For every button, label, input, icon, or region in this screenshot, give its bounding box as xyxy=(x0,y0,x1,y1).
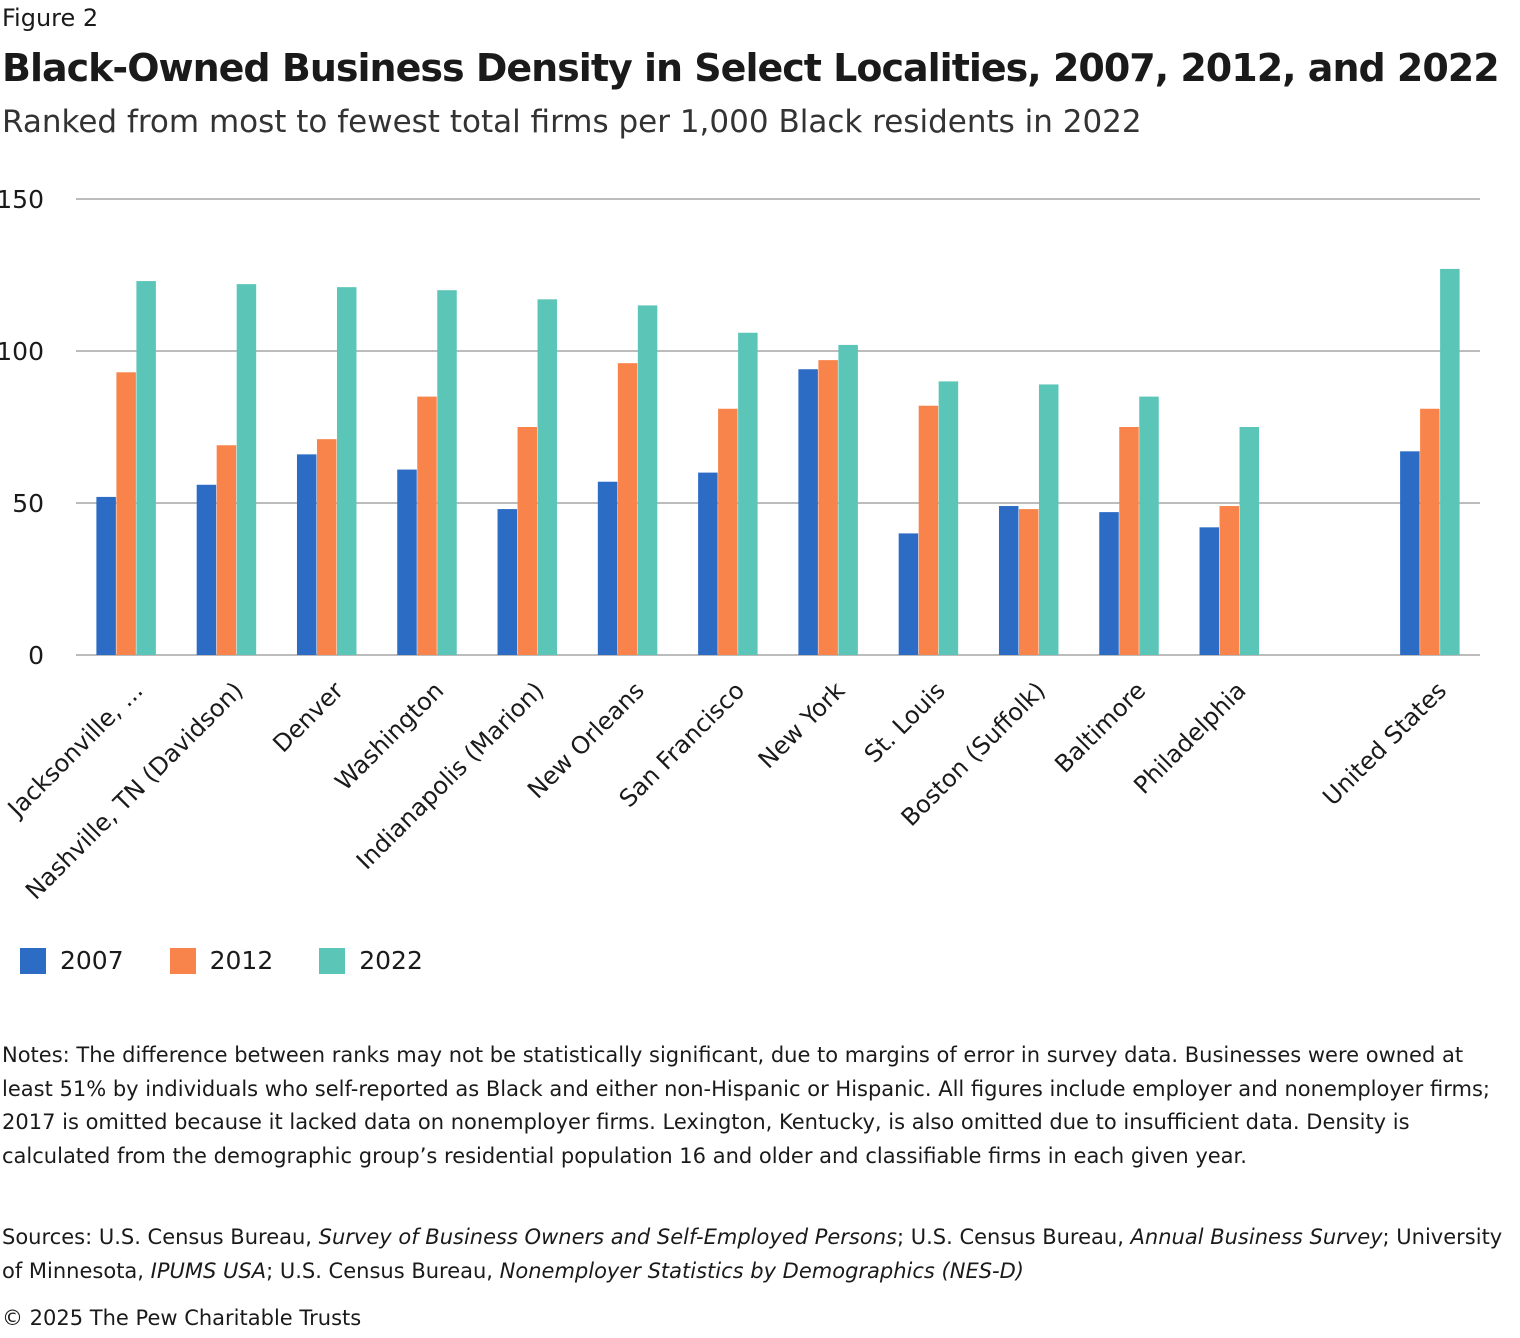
legend-item-2022: 2022 xyxy=(319,946,423,975)
sources-nes-d: Nonemployer Statistics by Demographics (… xyxy=(499,1258,1024,1283)
bar-2022 xyxy=(738,332,758,655)
bar-2007 xyxy=(196,484,217,655)
x-tick-label: United States xyxy=(1317,676,1452,811)
bar-2022 xyxy=(1139,396,1159,655)
bar-2012 xyxy=(316,439,337,655)
sources-separator: ; U.S. Census Bureau, xyxy=(266,1258,500,1283)
bar-2022 xyxy=(838,344,858,655)
bar-2012 xyxy=(1219,506,1240,655)
y-tick-label: 50 xyxy=(12,489,44,518)
bar-2022 xyxy=(1038,384,1059,655)
x-tick-label: Indianapolis (Marion) xyxy=(351,676,550,875)
copyright: © 2025 The Pew Charitable Trusts xyxy=(2,1306,362,1330)
bar-2007 xyxy=(296,454,317,655)
y-tick-label: 0 xyxy=(28,641,44,670)
y-tick-label: 100 xyxy=(0,337,44,366)
bar-2012 xyxy=(1420,408,1440,655)
legend-swatch-2012 xyxy=(169,947,196,974)
legend-item-2012: 2012 xyxy=(169,946,274,975)
bar-2007 xyxy=(397,469,417,655)
bar-2012 xyxy=(1018,509,1039,655)
bar-2022 xyxy=(1239,427,1260,655)
chart-subtitle: Ranked from most to fewest total firms p… xyxy=(2,104,1142,140)
bar-2012 xyxy=(1119,427,1139,655)
bar-2007 xyxy=(698,472,718,655)
bar-2022 xyxy=(437,290,457,655)
x-tick-label: Denver xyxy=(267,676,349,758)
bar-2007 xyxy=(96,496,116,655)
sources-survey-business-owners: Survey of Business Owners and Self-Emplo… xyxy=(318,1225,897,1249)
bar-2022 xyxy=(136,281,156,655)
bar-2012 xyxy=(417,396,437,655)
chart-title: Black-Owned Business Density in Select L… xyxy=(2,46,1500,90)
bar-2007 xyxy=(998,506,1019,655)
bar-2012 xyxy=(617,363,638,655)
chart-sources: Sources: U.S. Census Bureau, Survey of B… xyxy=(2,1221,1516,1288)
bar-2012 xyxy=(517,427,538,655)
legend-label-2022: 2022 xyxy=(359,946,423,975)
bar-2022 xyxy=(236,284,257,655)
legend-swatch-2022 xyxy=(319,947,346,974)
chart-notes: Notes: The difference between ranks may … xyxy=(2,1043,1490,1168)
bar-2007 xyxy=(798,369,818,655)
bar-2007 xyxy=(1099,512,1119,655)
sources-separator: ; U.S. Census Bureau, xyxy=(896,1225,1131,1249)
sources-prefix: Sources: U.S. Census Bureau, xyxy=(2,1225,319,1249)
bar-2012 xyxy=(718,408,738,655)
bar-2012 xyxy=(216,445,237,655)
sources-annual-business-survey: Annual Business Survey xyxy=(1130,1225,1383,1249)
legend-item-2007: 2007 xyxy=(20,946,124,975)
figure-label: Figure 2 xyxy=(2,4,99,32)
bar-2007 xyxy=(1400,451,1420,655)
chart-legend: 2007 2012 2022 xyxy=(20,946,469,975)
bar-2012 xyxy=(116,372,136,655)
legend-swatch-2007 xyxy=(20,947,46,974)
x-tick-label: St. Louis xyxy=(859,676,951,768)
bar-2012 xyxy=(818,360,838,655)
bar-2007 xyxy=(497,509,518,655)
bar-2007 xyxy=(597,481,618,655)
legend-label-2007: 2007 xyxy=(60,946,124,975)
x-tick-label: Baltimore xyxy=(1049,676,1151,778)
sources-separator: ; University of Minnesota, xyxy=(2,1225,1503,1283)
legend-label-2012: 2012 xyxy=(209,946,274,975)
x-tick-label: Nashville, TN (Davidson) xyxy=(20,676,249,905)
bar-2007 xyxy=(1199,527,1220,655)
bar-2022 xyxy=(336,287,357,655)
bar-2007 xyxy=(898,533,919,655)
bar-2012 xyxy=(918,405,939,655)
bar-2022 xyxy=(1440,268,1460,655)
y-tick-label: 150 xyxy=(0,185,44,214)
sources-ipums-usa: IPUMS USA xyxy=(150,1258,267,1283)
bar-2022 xyxy=(637,305,658,655)
bar-2022 xyxy=(938,381,959,655)
x-tick-label: New York xyxy=(753,676,851,774)
bar-2022 xyxy=(537,299,558,655)
